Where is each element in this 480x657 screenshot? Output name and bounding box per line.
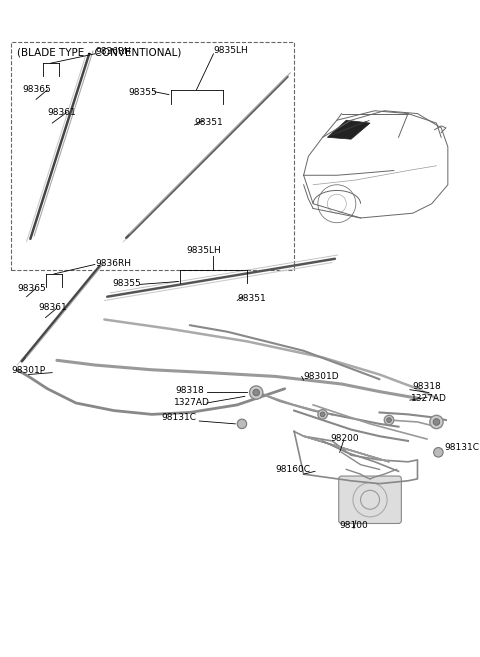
Circle shape	[320, 412, 325, 417]
Text: 9835LH: 9835LH	[214, 46, 248, 55]
Ellipse shape	[342, 479, 398, 520]
Circle shape	[318, 409, 327, 419]
Text: 98351: 98351	[237, 294, 266, 302]
Text: 98301D: 98301D	[304, 373, 339, 381]
Text: (BLADE TYPE - CONVENTIONAL): (BLADE TYPE - CONVENTIONAL)	[17, 48, 181, 58]
Text: 98361: 98361	[48, 108, 76, 118]
Polygon shape	[327, 120, 370, 139]
Circle shape	[433, 447, 443, 457]
Circle shape	[387, 418, 391, 422]
Circle shape	[237, 419, 247, 428]
Circle shape	[430, 415, 443, 428]
Text: 9835LH: 9835LH	[186, 246, 221, 255]
Text: 98365: 98365	[23, 85, 51, 94]
Text: 98301P: 98301P	[12, 366, 46, 374]
Text: 98131C: 98131C	[444, 443, 479, 453]
Circle shape	[384, 415, 394, 425]
FancyBboxPatch shape	[339, 476, 401, 524]
Circle shape	[250, 386, 263, 399]
Text: 98355: 98355	[112, 279, 141, 288]
Text: 9836RH: 9836RH	[95, 47, 131, 56]
Circle shape	[433, 419, 440, 425]
Text: 98131C: 98131C	[161, 413, 196, 422]
Text: 98100: 98100	[340, 521, 369, 530]
Text: 98318: 98318	[176, 386, 204, 396]
Text: 98200: 98200	[330, 434, 359, 443]
Text: 98318: 98318	[413, 382, 442, 391]
Text: 98355: 98355	[128, 87, 157, 97]
Text: 1327AD: 1327AD	[174, 398, 209, 407]
Text: 98365: 98365	[17, 284, 46, 293]
Text: 1327AD: 1327AD	[411, 394, 447, 403]
Text: 98160C: 98160C	[275, 465, 310, 474]
Circle shape	[253, 389, 260, 396]
Text: 98361: 98361	[38, 303, 67, 312]
Text: 98351: 98351	[194, 118, 223, 127]
Bar	[12, 43, 294, 270]
Text: 9836RH: 9836RH	[95, 260, 131, 268]
